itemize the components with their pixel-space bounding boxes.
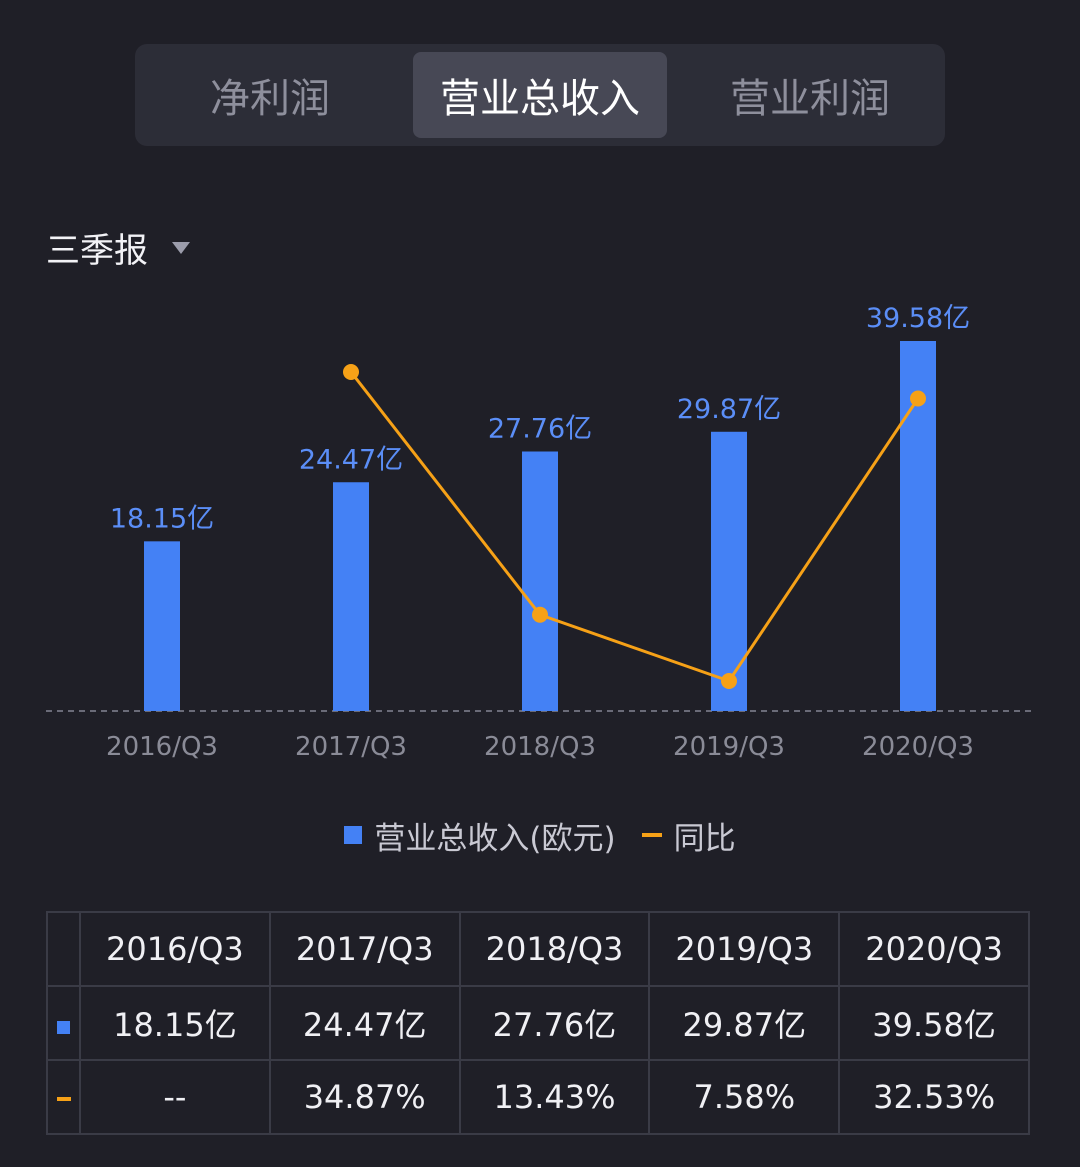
table-row-yoy: -- 34.87% 13.43% 7.58% 32.53% <box>46 1059 1030 1135</box>
table-header-cell: 2020/Q3 <box>838 911 1030 987</box>
legend-yoy-label: 同比 <box>673 820 736 857</box>
revenue-row-marker <box>46 985 81 1061</box>
table-cell: 18.15亿 <box>79 985 271 1061</box>
revenue-bar <box>333 482 369 711</box>
yoy-point <box>343 364 359 380</box>
table-cell: -- <box>79 1059 271 1135</box>
line-marker-icon <box>56 1097 71 1101</box>
table-cell: 24.47亿 <box>268 985 461 1061</box>
table-header-cell: 2017/Q3 <box>268 911 461 987</box>
revenue-bar <box>522 451 558 711</box>
bar-value-label: 18.15亿 <box>110 503 214 534</box>
bar-value-label: 29.87亿 <box>677 394 781 425</box>
table-cell: 27.76亿 <box>458 985 651 1061</box>
tab-net-profit[interactable]: 净利润 <box>210 76 330 122</box>
table-cell: 13.43% <box>458 1059 651 1135</box>
period-selector[interactable]: 三季报 <box>46 222 190 272</box>
table-corner-cell <box>46 911 81 987</box>
yoy-row-marker <box>46 1059 81 1135</box>
bar-value-label: 39.58亿 <box>866 303 970 334</box>
x-tick-label: 2017/Q3 <box>295 732 407 762</box>
yoy-line <box>349 371 920 683</box>
chart-svg: 18.15亿 24.47亿 27.76亿 29.87亿 39.58亿 2016/Q3 201… <box>46 303 1034 762</box>
table-cell: 32.53% <box>838 1059 1030 1135</box>
tab-total-revenue[interactable]: 营业总收入 <box>413 52 667 138</box>
table-header-row: 2016/Q3 2017/Q3 2018/Q3 2019/Q3 2020/Q3 <box>46 911 1030 987</box>
table-cell: 7.58% <box>648 1059 841 1135</box>
table-header-cell: 2019/Q3 <box>648 911 841 987</box>
table-cell: 29.87亿 <box>648 985 841 1061</box>
bar-value-label: 24.47亿 <box>299 444 403 475</box>
tab-operating-profit[interactable]: 营业利润 <box>730 76 890 122</box>
table-header-cell: 2016/Q3 <box>79 911 271 987</box>
yoy-point <box>910 390 926 407</box>
table-header-cell: 2018/Q3 <box>458 911 651 987</box>
legend-item-revenue[interactable]: 营业总收入(欧元) <box>344 813 616 858</box>
legend-revenue-label: 营业总收入(欧元) <box>374 820 616 857</box>
legend-line-swatch <box>641 833 662 837</box>
x-tick-label: 2019/Q3 <box>673 732 785 762</box>
table-row-revenue: 18.15亿 24.47亿 27.76亿 29.87亿 39.58亿 <box>46 985 1030 1061</box>
legend-bar-swatch <box>344 826 363 844</box>
period-label: 三季报 <box>46 230 148 271</box>
yoy-point <box>721 673 737 689</box>
yoy-point <box>532 606 548 623</box>
revenue-bar <box>144 541 180 711</box>
x-tick-label: 2020/Q3 <box>862 732 974 762</box>
bar-marker-icon <box>57 1021 70 1034</box>
caret-down-icon <box>172 242 190 254</box>
revenue-bar <box>711 431 747 711</box>
metric-tab-bar: 净利润 营业总收入 营业利润 <box>135 44 945 146</box>
legend-item-yoy[interactable]: 同比 <box>641 813 736 858</box>
x-tick-label: 2018/Q3 <box>484 732 596 762</box>
table-cell: 34.87% <box>268 1059 461 1135</box>
x-tick-label: 2016/Q3 <box>106 732 218 762</box>
data-table: 2016/Q3 2017/Q3 2018/Q3 2019/Q3 2020/Q3 … <box>46 911 1030 1135</box>
chart-legend: 营业总收入(欧元) 同比 <box>0 810 1080 860</box>
revenue-chart: 18.15亿 24.47亿 27.76亿 29.87亿 39.58亿 2016/Q3 201… <box>0 280 1080 780</box>
table-cell: 39.58亿 <box>838 985 1030 1061</box>
bar-value-label: 27.76亿 <box>488 413 592 444</box>
